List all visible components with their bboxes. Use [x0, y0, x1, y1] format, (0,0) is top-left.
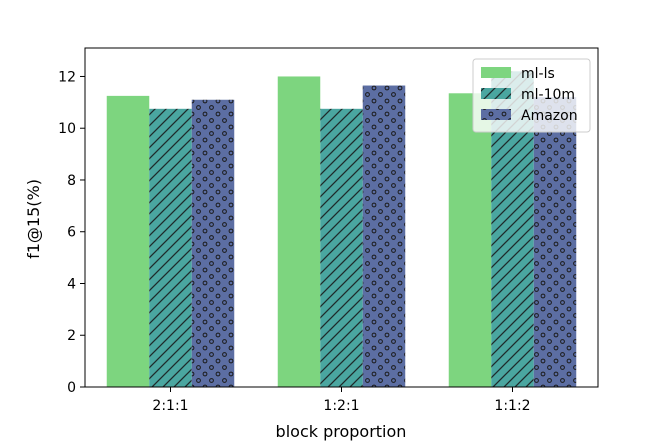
bar-amazon-1 — [362, 85, 406, 388]
legend-swatch-ml-10m — [481, 88, 511, 99]
x-tick-label: 1:1:2 — [494, 398, 530, 414]
bar-amazon-2 — [533, 97, 577, 387]
legend-label: ml-ls — [521, 66, 555, 82]
y-tick-label: 12 — [58, 69, 76, 85]
legend-swatch-amazon — [481, 109, 511, 120]
x-tick-label: 2:1:1 — [152, 398, 188, 414]
bar-ml-10m-1 — [320, 108, 363, 387]
y-tick-label: 10 — [58, 121, 76, 137]
legend-swatch-ml-ls — [481, 67, 511, 78]
bar-ml-ls-1 — [277, 76, 321, 388]
y-tick-label: 4 — [67, 276, 76, 292]
legend-label: ml-10m — [521, 87, 575, 103]
bars-layer — [106, 71, 577, 388]
bar-amazon-0 — [191, 99, 235, 387]
bar-ml-ls-0 — [106, 95, 150, 387]
bar-ml-10m-0 — [149, 108, 192, 387]
y-tick-label: 8 — [67, 173, 76, 189]
legend-label: Amazon — [521, 108, 578, 124]
y-tick-label: 6 — [67, 225, 76, 241]
y-tick-label: 2 — [67, 328, 76, 344]
bar-ml-ls-2 — [448, 93, 492, 388]
legend: ml-ls ml-10m Amazon — [472, 58, 591, 133]
x-tick-label: 1:2:1 — [323, 398, 359, 414]
axes-layer: 0 2 4 6 8 10 12 2:1:1 1:2:1 1:1:2 — [58, 47, 599, 414]
y-axis-label: f1@15(%) — [24, 179, 43, 259]
y-tick-label: 0 — [67, 380, 76, 396]
x-axis-label: block proportion — [276, 422, 407, 441]
